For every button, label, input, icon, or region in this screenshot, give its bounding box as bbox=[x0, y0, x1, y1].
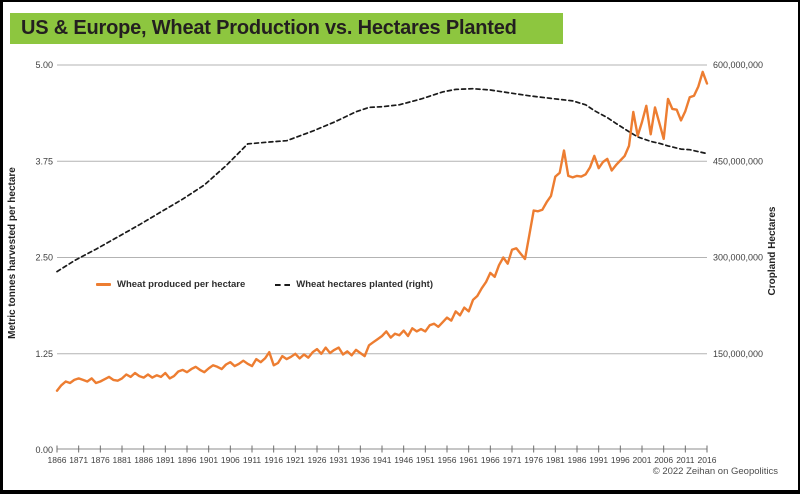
x-axis-tick-label: 1936 bbox=[351, 455, 370, 465]
right-axis-tick-label: 150,000,000 bbox=[713, 349, 763, 359]
x-axis-tick-label: 1911 bbox=[243, 455, 262, 465]
x-axis-tick-label: 1986 bbox=[568, 455, 587, 465]
left-axis-tick-label: 1.25 bbox=[35, 349, 53, 359]
x-axis-tick-label: 1886 bbox=[134, 455, 153, 465]
x-axis-tick-label: 1896 bbox=[178, 455, 197, 465]
x-axis-tick-label: 1951 bbox=[416, 455, 435, 465]
right-axis-title: Cropland Hectares bbox=[767, 206, 778, 296]
legend-item-hectares: Wheat hectares planted (right) bbox=[275, 279, 433, 290]
left-axis-tick-labels: 0.00 1.25 2.50 3.75 5.00 bbox=[35, 60, 53, 455]
x-axis-tick-label: 1946 bbox=[394, 455, 413, 465]
right-axis-tick-labels: 150,000,000 300,000,000 450,000,000 600,000… bbox=[713, 60, 763, 359]
legend-label-hectares: Wheat hectares planted (right) bbox=[296, 279, 433, 290]
x-axis-tick-label: 1976 bbox=[524, 455, 543, 465]
left-axis-tick-label: 5.00 bbox=[35, 60, 53, 70]
x-axis-tick-label: 1871 bbox=[69, 455, 88, 465]
x-axis-tick-label: 1931 bbox=[329, 455, 348, 465]
x-axis-tick-label: 1891 bbox=[156, 455, 175, 465]
left-axis-title: Metric tonnes harvested per hectare bbox=[7, 167, 18, 339]
copyright-text: © 2022 Zeihan on Geopolitics bbox=[652, 466, 778, 477]
left-axis-tick-label: 0.00 bbox=[35, 445, 53, 455]
x-axis-tick-label: 1941 bbox=[373, 455, 392, 465]
right-axis-tick-label: 600,000,000 bbox=[713, 60, 763, 70]
hectares-line-swatch-icon bbox=[275, 283, 291, 286]
right-axis-tick-label: 450,000,000 bbox=[713, 156, 763, 166]
hectares-line bbox=[56, 87, 708, 273]
chart-legend: Wheat produced per hectare Wheat hectare… bbox=[96, 279, 433, 290]
x-axis-tick-label: 1926 bbox=[308, 455, 327, 465]
x-axis-tick-label: 2001 bbox=[633, 455, 652, 465]
x-axis-tick-label: 1996 bbox=[611, 455, 630, 465]
x-axis-tick-label: 2011 bbox=[676, 455, 695, 465]
x-axis-tick-label: 1971 bbox=[503, 455, 522, 465]
x-axis-tick-label: 1921 bbox=[286, 455, 305, 465]
page-title: US & Europe, Wheat Production vs. Hectar… bbox=[10, 13, 563, 44]
x-axis-tick-label: 1916 bbox=[264, 455, 283, 465]
yield-line bbox=[55, 70, 709, 392]
x-axis-tick-label: 1961 bbox=[459, 455, 478, 465]
yield-line-swatch-icon bbox=[96, 283, 111, 286]
x-axis-tick-label: 1866 bbox=[48, 455, 67, 465]
x-axis-tick-label: 1956 bbox=[438, 455, 457, 465]
x-axis-tick-label: 1876 bbox=[91, 455, 110, 465]
left-axis-tick-label: 3.75 bbox=[35, 156, 53, 166]
x-axis-tick-label: 1991 bbox=[589, 455, 608, 465]
y-gridlines bbox=[57, 64, 707, 355]
x-axis: 1866 1871 1876 1881 1886 1891 1896 1901 1906 1911… bbox=[48, 445, 717, 465]
legend-item-yield: Wheat produced per hectare bbox=[96, 279, 245, 290]
x-axis-tick-label: 1881 bbox=[113, 455, 132, 465]
legend-label-yield: Wheat produced per hectare bbox=[117, 279, 246, 290]
x-axis-tick-label: 2006 bbox=[654, 455, 673, 465]
x-axis-tick-label: 1981 bbox=[546, 455, 565, 465]
x-axis-tick-label: 1966 bbox=[481, 455, 500, 465]
x-axis-tick-label: 1901 bbox=[199, 455, 218, 465]
left-axis-tick-label: 2.50 bbox=[35, 253, 53, 263]
x-axis-tick-label: 1906 bbox=[221, 455, 240, 465]
right-axis-tick-label: 300,000,000 bbox=[713, 253, 763, 263]
x-axis-tick-label: 2016 bbox=[698, 455, 717, 465]
